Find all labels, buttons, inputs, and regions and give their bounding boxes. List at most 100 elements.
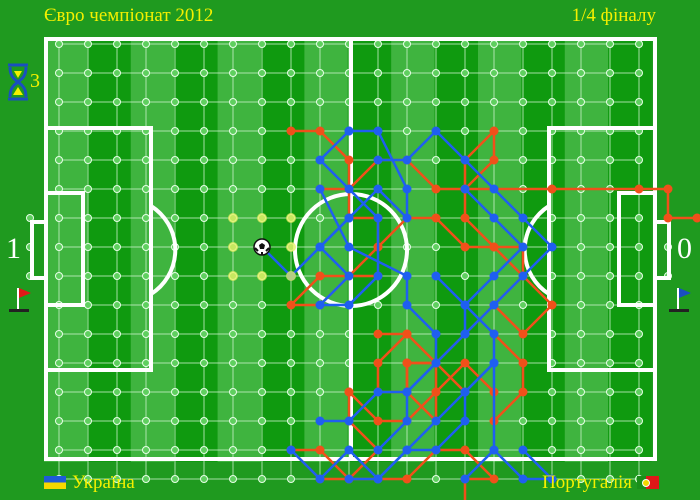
- blue-path: [318, 130, 380, 307]
- grid-node: [316, 359, 324, 367]
- grid-node: [258, 156, 266, 164]
- blue-node: [518, 445, 528, 455]
- grid-node: [84, 475, 92, 483]
- grid-node: [229, 417, 237, 425]
- grid-node: [113, 446, 121, 454]
- blue-node: [344, 416, 354, 426]
- grid-node: [577, 475, 585, 483]
- grid-node: [55, 272, 63, 280]
- blue-node: [373, 184, 383, 194]
- grid-node: [635, 214, 643, 222]
- field-stripe: [44, 38, 88, 462]
- grid-node: [142, 69, 150, 77]
- grid-node: [200, 417, 208, 425]
- red-node: [431, 387, 441, 397]
- red-node: [547, 300, 557, 310]
- grid-node: [55, 40, 63, 48]
- blue-node: [489, 445, 499, 455]
- grid-node: [606, 272, 614, 280]
- grid-node: [229, 301, 237, 309]
- grid-node: [258, 40, 266, 48]
- grid-node: [287, 475, 295, 483]
- red-node: [460, 445, 470, 455]
- grid-node: [461, 272, 469, 280]
- blue-node: [373, 126, 383, 136]
- possible-move[interactable]: [286, 271, 296, 281]
- grid-node: [577, 330, 585, 338]
- possible-move[interactable]: [286, 242, 296, 252]
- grid-node: [577, 156, 585, 164]
- grid-node: [258, 98, 266, 106]
- blue-node: [402, 184, 412, 194]
- grid-node: [84, 272, 92, 280]
- grid-node: [287, 388, 295, 396]
- blue-node: [431, 416, 441, 426]
- grid-node: [171, 127, 179, 135]
- portugal-flag-icon: [637, 476, 659, 489]
- grid-node: [548, 40, 556, 48]
- possible-move[interactable]: [228, 213, 238, 223]
- grid-node: [577, 40, 585, 48]
- grid-node: [577, 388, 585, 396]
- grid-node: [142, 388, 150, 396]
- grid-node: [229, 388, 237, 396]
- grid-node: [142, 156, 150, 164]
- team-right-name: Португалія: [542, 472, 632, 493]
- grid-node: [229, 446, 237, 454]
- possible-move[interactable]: [286, 213, 296, 223]
- blue-node: [518, 213, 528, 223]
- turn-counter: 3: [30, 70, 40, 92]
- grid-node: [606, 388, 614, 396]
- red-node: [489, 126, 499, 136]
- grid-node: [287, 69, 295, 77]
- grid-node: [142, 272, 150, 280]
- red-node: [286, 300, 296, 310]
- possible-move[interactable]: [228, 242, 238, 252]
- blue-node: [315, 242, 325, 252]
- red-node: [547, 184, 557, 194]
- grid-node: [84, 301, 92, 309]
- grid-node: [113, 40, 121, 48]
- blue-node: [489, 329, 499, 339]
- possible-moves[interactable]: [228, 213, 296, 281]
- blue-path: [377, 188, 525, 451]
- grid-node: [635, 98, 643, 106]
- blue-node: [402, 155, 412, 165]
- grid-node: [55, 98, 63, 106]
- possible-move[interactable]: [257, 271, 267, 281]
- blue-node: [286, 445, 296, 455]
- blue-node: [344, 184, 354, 194]
- blue-node: [431, 358, 441, 368]
- grid-node: [142, 417, 150, 425]
- grid-node: [432, 156, 440, 164]
- possible-move[interactable]: [228, 271, 238, 281]
- grid-node: [316, 69, 324, 77]
- grid-node: [229, 40, 237, 48]
- red-node: [431, 213, 441, 223]
- grid-node: [84, 156, 92, 164]
- grid-node: [229, 98, 237, 106]
- grid-node: [258, 359, 266, 367]
- grid-node: [403, 127, 411, 135]
- grid-node: [142, 40, 150, 48]
- blue-node: [373, 213, 383, 223]
- field-stripe: [608, 38, 652, 462]
- grid-node: [171, 69, 179, 77]
- grid-node: [577, 301, 585, 309]
- possible-move[interactable]: [257, 213, 267, 223]
- blue-node: [344, 300, 354, 310]
- grid-node: [200, 185, 208, 193]
- grid-node: [606, 475, 614, 483]
- side-icons: [8, 63, 691, 312]
- grid-node: [548, 98, 556, 106]
- grid-node: [113, 301, 121, 309]
- team-left-name: Україна: [72, 472, 135, 493]
- grid-node: [635, 156, 643, 164]
- grid-node: [287, 156, 295, 164]
- grid-node: [229, 185, 237, 193]
- grid-node: [577, 446, 585, 454]
- grid-node: [461, 40, 469, 48]
- grid-node: [548, 417, 556, 425]
- grid-node: [635, 388, 643, 396]
